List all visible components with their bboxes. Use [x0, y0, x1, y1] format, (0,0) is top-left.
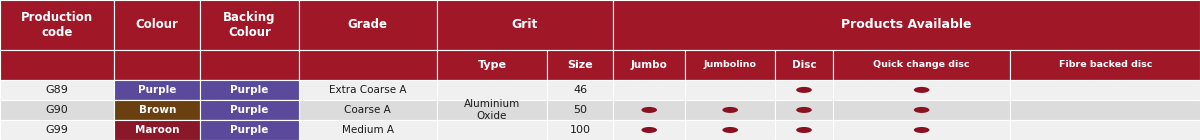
Bar [437, 80, 547, 100]
Text: 50: 50 [574, 105, 587, 115]
Bar [114, 120, 200, 140]
Text: Extra Coarse A: Extra Coarse A [329, 85, 407, 95]
Bar [114, 80, 200, 100]
Text: Fibre backed disc: Fibre backed disc [1058, 60, 1152, 69]
Bar [1010, 50, 1200, 80]
Bar [685, 50, 775, 80]
Text: G89: G89 [46, 85, 68, 95]
Text: Purple: Purple [230, 85, 269, 95]
Text: Type: Type [478, 60, 506, 70]
Bar [299, 100, 437, 120]
Ellipse shape [722, 127, 738, 133]
Bar [613, 50, 685, 80]
Text: Medium A: Medium A [342, 125, 394, 135]
Bar [1010, 100, 1200, 120]
Bar [0, 100, 114, 120]
Bar [437, 50, 547, 80]
Bar [200, 120, 299, 140]
Text: Maroon: Maroon [134, 125, 180, 135]
Bar [685, 120, 775, 140]
Text: Jumbo: Jumbo [631, 60, 667, 70]
Ellipse shape [797, 87, 812, 93]
Bar [0, 0, 114, 50]
Bar [547, 120, 613, 140]
Text: Colour: Colour [136, 18, 179, 31]
Bar [685, 80, 775, 100]
Bar [0, 120, 114, 140]
Text: Aluminium
Oxide: Aluminium Oxide [464, 99, 520, 121]
Bar [547, 50, 613, 80]
Bar [200, 80, 299, 100]
Text: Disc: Disc [792, 60, 816, 70]
Bar [775, 100, 833, 120]
Text: Brown: Brown [138, 105, 176, 115]
Ellipse shape [914, 107, 929, 113]
Text: Backing
Colour: Backing Colour [223, 11, 276, 39]
Bar [200, 100, 299, 120]
Bar [437, 100, 547, 120]
Ellipse shape [722, 107, 738, 113]
Bar [547, 100, 613, 120]
Text: Grade: Grade [348, 18, 388, 31]
Bar [833, 80, 1010, 100]
Bar [833, 50, 1010, 80]
Bar [200, 50, 299, 80]
Text: Purple: Purple [230, 105, 269, 115]
Bar [613, 80, 685, 100]
Ellipse shape [642, 107, 658, 113]
Text: G99: G99 [46, 125, 68, 135]
Bar [114, 120, 200, 140]
Bar [685, 100, 775, 120]
Bar [114, 100, 200, 120]
Bar [114, 80, 200, 100]
Bar [833, 100, 1010, 120]
Bar [833, 120, 1010, 140]
Text: Production
code: Production code [20, 11, 94, 39]
Bar [114, 50, 200, 80]
Text: 100: 100 [570, 125, 590, 135]
Ellipse shape [914, 87, 929, 93]
Bar [775, 80, 833, 100]
Bar [200, 100, 299, 120]
Bar [200, 120, 299, 140]
Bar [299, 120, 437, 140]
Bar [1010, 80, 1200, 100]
Text: Products Available: Products Available [841, 18, 972, 31]
Bar [0, 50, 114, 80]
Text: Grit: Grit [512, 18, 538, 31]
Bar [613, 0, 1200, 50]
Bar [200, 0, 299, 50]
Text: Purple: Purple [230, 125, 269, 135]
Bar [775, 50, 833, 80]
Text: Coarse A: Coarse A [344, 105, 391, 115]
Bar [613, 120, 685, 140]
Ellipse shape [797, 107, 812, 113]
Bar [437, 120, 547, 140]
Ellipse shape [642, 127, 658, 133]
Bar [299, 0, 437, 50]
Text: Quick change disc: Quick change disc [874, 60, 970, 69]
Bar [114, 0, 200, 50]
Bar [299, 80, 437, 100]
Text: 46: 46 [574, 85, 587, 95]
Bar [0, 80, 114, 100]
Bar [437, 0, 613, 50]
Bar [200, 80, 299, 100]
Bar [299, 50, 437, 80]
Bar [114, 100, 200, 120]
Text: Jumbolino: Jumbolino [703, 60, 757, 69]
Text: Purple: Purple [138, 85, 176, 95]
Text: G90: G90 [46, 105, 68, 115]
Text: Size: Size [568, 60, 593, 70]
Bar [775, 120, 833, 140]
Bar [547, 80, 613, 100]
Bar [613, 100, 685, 120]
Ellipse shape [914, 127, 929, 133]
Ellipse shape [797, 127, 812, 133]
Bar [1010, 120, 1200, 140]
